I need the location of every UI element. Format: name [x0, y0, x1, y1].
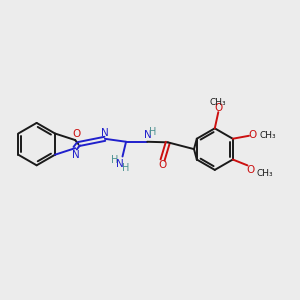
Text: O: O	[214, 103, 222, 113]
Text: O: O	[248, 130, 256, 140]
Text: N: N	[116, 159, 124, 170]
Text: H: H	[111, 155, 118, 165]
Text: N: N	[101, 128, 108, 138]
Text: O: O	[158, 160, 166, 170]
Text: CH₃: CH₃	[260, 131, 277, 140]
Text: N: N	[144, 130, 152, 140]
Text: H: H	[122, 163, 130, 173]
Text: O: O	[246, 164, 255, 175]
Text: N: N	[72, 150, 80, 160]
Text: CH₃: CH₃	[256, 169, 273, 178]
Text: O: O	[72, 129, 80, 139]
Text: CH₃: CH₃	[210, 98, 226, 107]
Text: H: H	[149, 127, 156, 137]
